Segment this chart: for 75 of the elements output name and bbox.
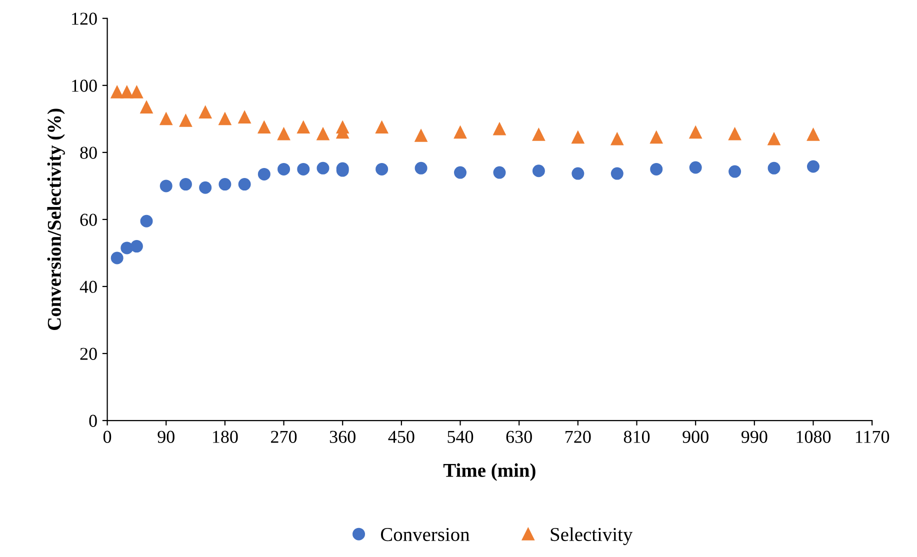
x-tick-label: 180 <box>212 430 238 443</box>
x-tick-label: 990 <box>741 430 768 443</box>
y-tick-label: 40 <box>80 280 97 293</box>
point <box>689 126 702 139</box>
x-tick-label: 1080 <box>796 430 831 443</box>
point <box>806 128 820 141</box>
y-tick-label: 60 <box>80 214 97 226</box>
point <box>414 129 428 142</box>
point <box>728 165 742 178</box>
point <box>650 131 663 144</box>
x-tick-label: 810 <box>624 430 650 443</box>
x-tick-label: 360 <box>330 430 356 443</box>
point <box>728 128 742 140</box>
x-axis-title: Time (min) <box>443 463 536 481</box>
point <box>376 121 388 134</box>
point <box>179 178 192 191</box>
y-tick-label: 20 <box>80 348 97 360</box>
point <box>258 168 270 180</box>
point <box>297 121 310 134</box>
y-tick-label: 0 <box>89 414 97 427</box>
point <box>110 86 124 98</box>
point <box>130 240 143 253</box>
point <box>650 162 663 176</box>
point <box>689 161 702 174</box>
point <box>218 112 232 126</box>
point <box>806 160 820 173</box>
point <box>199 106 212 118</box>
x-tick-label: 540 <box>448 430 474 443</box>
point <box>454 166 467 179</box>
x-tick-label: 1170 <box>856 430 890 443</box>
point <box>120 242 134 254</box>
y-tick-label: 120 <box>72 12 97 25</box>
point <box>140 214 153 228</box>
point <box>179 114 192 127</box>
point <box>316 128 330 140</box>
x-tick-label: 450 <box>388 430 414 443</box>
x-tick-label: 720 <box>566 430 591 443</box>
point <box>414 162 428 174</box>
x-tick-label: 900 <box>682 430 708 443</box>
point <box>316 162 330 174</box>
point <box>532 128 545 141</box>
point <box>278 162 290 176</box>
x-tick-label: 630 <box>506 430 532 443</box>
point <box>130 86 143 98</box>
x-tick-label: 270 <box>271 430 297 443</box>
y-tick-label: 100 <box>72 80 97 92</box>
legend-label: Conversion <box>380 528 470 542</box>
point <box>572 167 584 180</box>
point <box>610 167 624 180</box>
point <box>768 162 780 174</box>
point <box>610 132 624 146</box>
x-tick-label: 0 <box>103 430 112 443</box>
point <box>297 162 310 176</box>
point <box>140 100 153 114</box>
point <box>493 166 506 179</box>
point <box>238 178 251 191</box>
point <box>218 178 232 191</box>
y-tick-label: 80 <box>80 146 97 159</box>
point <box>454 126 467 139</box>
point <box>278 128 290 140</box>
legend-label: Selectivity <box>550 527 633 546</box>
point <box>160 112 172 126</box>
point <box>258 121 270 134</box>
y-axis-title: Conversion/Selectivity (%) <box>47 108 65 330</box>
x-tick-label: 90 <box>158 430 174 443</box>
point <box>110 252 124 264</box>
point <box>120 86 134 98</box>
point <box>768 132 780 146</box>
point <box>160 180 172 192</box>
point <box>238 110 251 124</box>
point <box>572 131 584 144</box>
point <box>532 164 545 178</box>
point <box>376 162 388 176</box>
point <box>493 122 506 136</box>
point <box>199 181 212 194</box>
